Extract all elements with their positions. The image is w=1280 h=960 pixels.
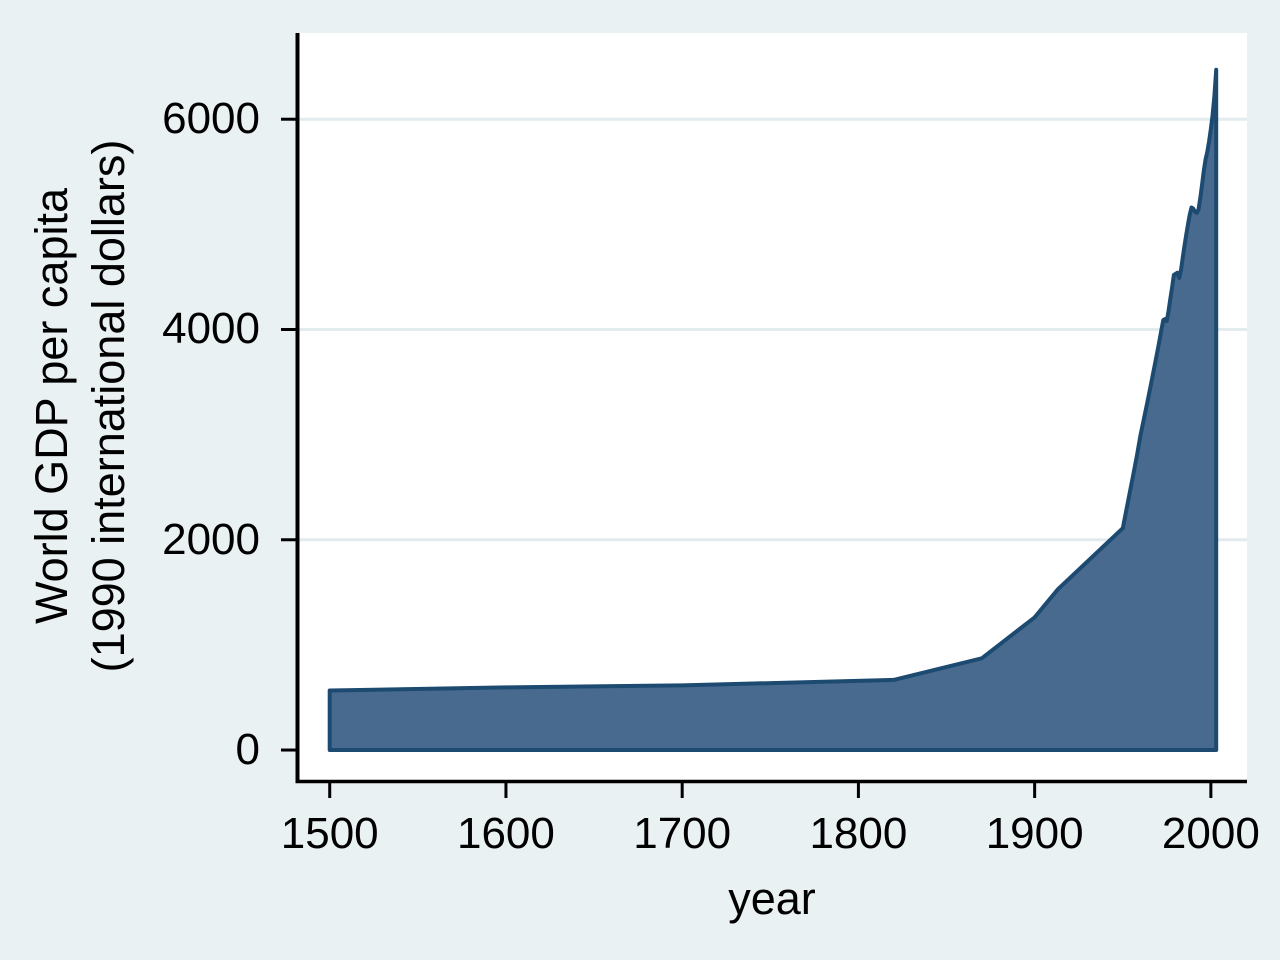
y-axis-title-line2: (1990 international dollars) (83, 139, 134, 673)
x-tick-label: 1500 (280, 809, 379, 858)
x-tick-label: 1800 (809, 809, 908, 858)
y-tick-label: 6000 (162, 94, 260, 144)
gdp-area-series (327, 67, 1219, 752)
x-tick-label: 1900 (985, 809, 1084, 858)
x-tick-label: 1600 (456, 809, 555, 858)
y-axis-title-line1: World GDP per capita (26, 187, 77, 625)
y-tick-label: 4000 (162, 304, 260, 354)
x-tick-label: 1700 (633, 809, 732, 858)
x-axis-title: year (728, 873, 816, 924)
y-tick-label: 0 (235, 725, 260, 775)
x-tick-label: 2000 (1161, 809, 1260, 858)
y-tick-label: 2000 (162, 514, 260, 564)
y-axis-title: World GDP per capita (1990 international… (23, 140, 137, 673)
